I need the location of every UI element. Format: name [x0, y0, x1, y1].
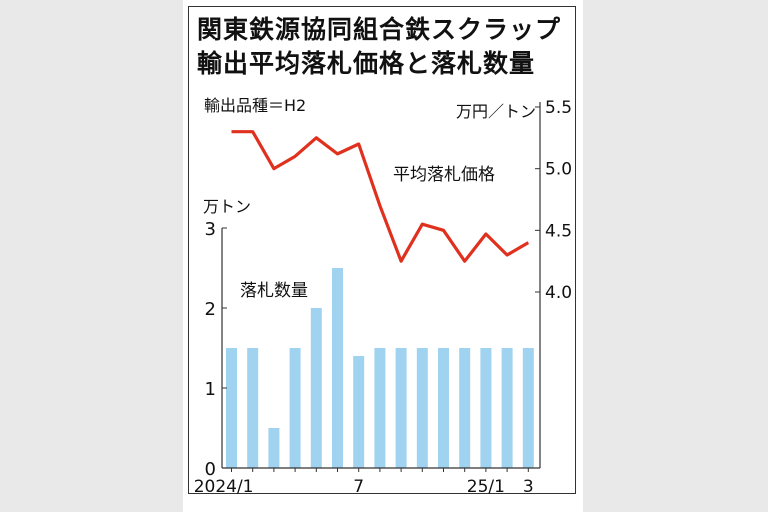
right-tick-label-0: 4.0 [545, 283, 572, 303]
x-tick-label-0: 2024/1 [194, 477, 254, 497]
bar-7 [374, 348, 386, 468]
x-tick-label-1: 7 [353, 477, 364, 497]
right-tick-label-1: 4.5 [545, 221, 572, 241]
bar-10 [438, 348, 449, 468]
left-tick-label-0: 0 [205, 459, 216, 480]
right-axis-unit: 万円／トン [456, 102, 536, 121]
left-tick-label-2: 2 [205, 299, 216, 320]
left-tick-label-1: 1 [205, 379, 216, 400]
bar-9 [416, 348, 428, 468]
chart-title-line1: 関東鉄源協同組合鉄スクラップ [197, 15, 562, 44]
bar-11 [459, 348, 471, 468]
bar-6 [353, 356, 365, 468]
bar-13 [501, 348, 513, 468]
chart-title-line2: 輸出平均落札価格と落札数量 [197, 49, 536, 78]
bar-5 [332, 268, 343, 468]
bar-12 [480, 348, 492, 468]
x-tick-label-3: 3 [523, 477, 534, 497]
right-tick-label-2: 5.0 [545, 160, 572, 180]
bar-0 [226, 348, 237, 468]
bar-2 [268, 428, 280, 468]
bar-series-label: 落札数量 [240, 281, 308, 301]
bar-14 [522, 348, 534, 468]
right-tick-label-3: 5.5 [545, 98, 572, 118]
left-tick-label-3: 3 [205, 219, 216, 240]
bar-1 [247, 348, 259, 468]
bar-8 [395, 348, 407, 468]
left-axis-unit: 万トン [203, 197, 251, 216]
price-line [231, 130, 530, 263]
chart-subtitle: 輸出品種＝H2 [204, 96, 307, 115]
x-tick-label-2: 25/1 [467, 477, 505, 497]
bar-3 [289, 348, 301, 468]
line-series-label: 平均落札価格 [393, 165, 495, 185]
chart-frame [188, 6, 576, 494]
bar-4 [310, 308, 322, 468]
